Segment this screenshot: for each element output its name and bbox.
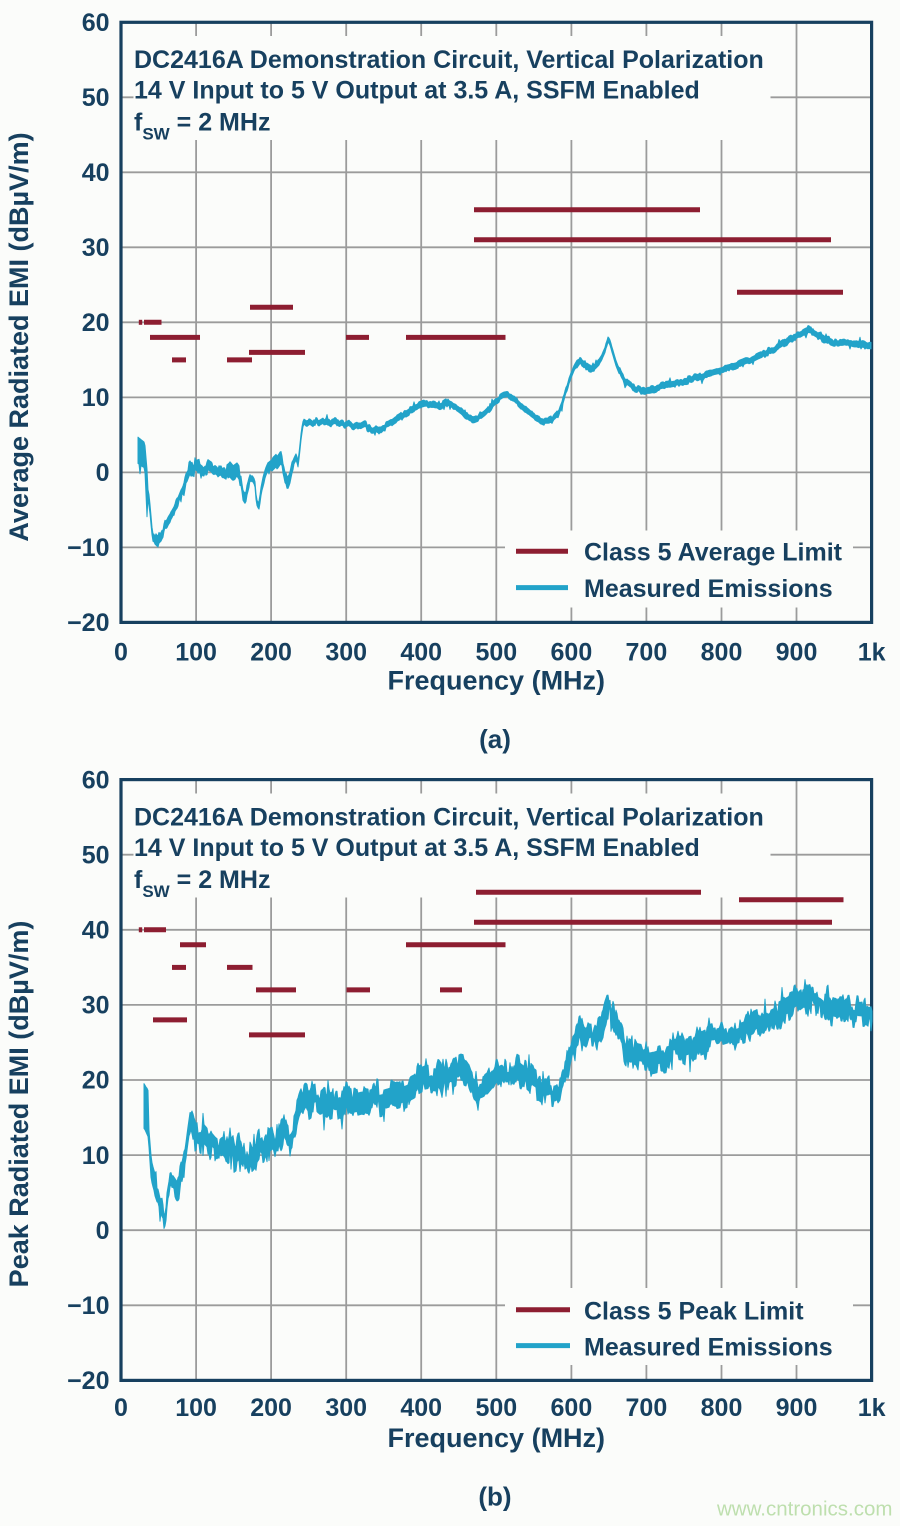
svg-text:DC2416A Demonstration Circuit,: DC2416A Demonstration Circuit, Vertical … [134, 804, 764, 832]
svg-text:30: 30 [82, 234, 110, 262]
svg-text:500: 500 [475, 639, 517, 667]
svg-text:700: 700 [626, 1394, 668, 1422]
svg-text:30: 30 [82, 992, 110, 1020]
svg-text:Average Radiated EMI (dBµV/m): Average Radiated EMI (dBµV/m) [4, 132, 34, 541]
svg-text:0: 0 [114, 639, 128, 667]
svg-text:Class 5 Average Limit: Class 5 Average Limit [584, 539, 843, 567]
svg-text:Measured Emissions: Measured Emissions [584, 575, 833, 603]
svg-text:(a): (a) [479, 724, 511, 754]
svg-text:500: 500 [475, 1394, 517, 1422]
svg-text:400: 400 [400, 1394, 442, 1422]
svg-text:www.cntronics.com: www.cntronics.com [716, 1498, 892, 1521]
svg-text:40: 40 [82, 917, 110, 945]
svg-text:Measured Emissions: Measured Emissions [584, 1333, 833, 1361]
svg-text:−10: −10 [67, 534, 109, 562]
svg-text:0: 0 [114, 1394, 128, 1422]
svg-text:−10: −10 [67, 1292, 109, 1320]
svg-text:60: 60 [82, 9, 110, 37]
svg-text:900: 900 [776, 1394, 818, 1422]
svg-text:300: 300 [325, 1394, 367, 1422]
svg-text:−20: −20 [67, 1367, 109, 1395]
svg-text:0: 0 [96, 1217, 110, 1245]
svg-text:Class 5 Peak Limit: Class 5 Peak Limit [584, 1298, 804, 1326]
svg-text:Frequency (MHz): Frequency (MHz) [388, 1423, 606, 1453]
svg-text:600: 600 [551, 639, 593, 667]
svg-text:50: 50 [82, 84, 110, 112]
svg-text:0: 0 [96, 459, 110, 487]
svg-text:DC2416A Demonstration Circuit,: DC2416A Demonstration Circuit, Vertical … [134, 46, 764, 74]
svg-text:14 V Input to 5 V Output at 3.: 14 V Input to 5 V Output at 3.5 A, SSFM … [134, 77, 700, 105]
svg-text:Peak Radiated EMI (dBµV/m): Peak Radiated EMI (dBµV/m) [4, 921, 34, 1288]
svg-text:−20: −20 [67, 609, 109, 637]
svg-text:10: 10 [82, 1142, 110, 1170]
svg-text:20: 20 [82, 1067, 110, 1095]
svg-text:100: 100 [175, 639, 217, 667]
svg-text:300: 300 [325, 639, 367, 667]
svg-text:400: 400 [400, 639, 442, 667]
svg-text:50: 50 [82, 841, 110, 869]
svg-text:40: 40 [82, 159, 110, 187]
svg-text:10: 10 [82, 384, 110, 412]
svg-text:20: 20 [82, 309, 110, 337]
svg-text:(b): (b) [478, 1482, 511, 1512]
svg-text:200: 200 [250, 639, 292, 667]
svg-text:60: 60 [82, 766, 110, 794]
svg-text:100: 100 [175, 1394, 217, 1422]
svg-text:14 V Input to 5 V Output at 3.: 14 V Input to 5 V Output at 3.5 A, SSFM … [134, 834, 700, 862]
svg-text:1k: 1k [858, 1394, 886, 1422]
svg-text:200: 200 [250, 1394, 292, 1422]
svg-text:1k: 1k [858, 639, 886, 667]
svg-text:600: 600 [551, 1394, 593, 1422]
svg-text:900: 900 [776, 639, 818, 667]
svg-text:700: 700 [626, 639, 668, 667]
svg-text:Frequency (MHz): Frequency (MHz) [388, 666, 606, 696]
svg-text:800: 800 [701, 639, 743, 667]
svg-text:800: 800 [701, 1394, 743, 1422]
